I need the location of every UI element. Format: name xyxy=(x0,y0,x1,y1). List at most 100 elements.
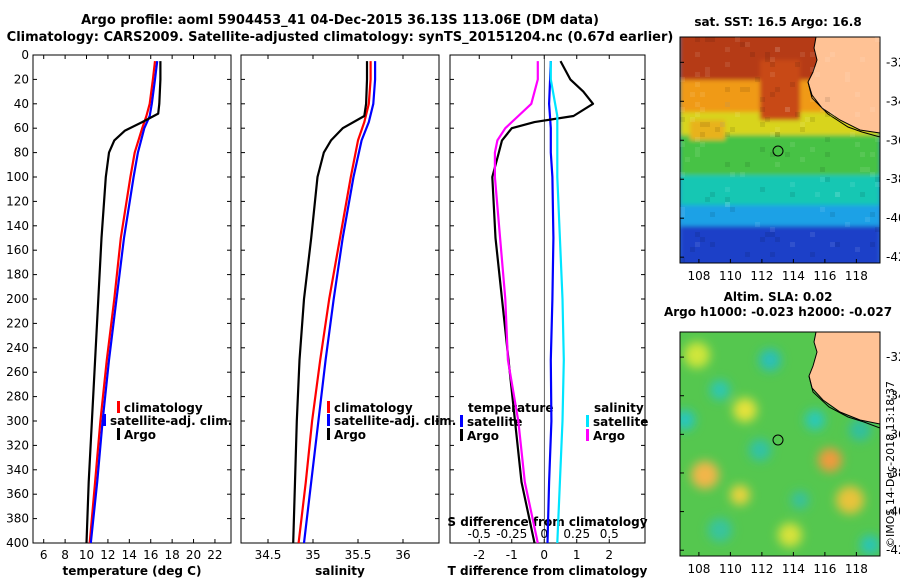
sst-map-cell xyxy=(810,97,815,102)
sla-map-title: Altim. SLA: 0.02 xyxy=(724,290,833,304)
sst-map-cell xyxy=(810,252,815,257)
sla-argo-marker xyxy=(772,434,784,446)
sst-map-cell xyxy=(800,127,805,132)
sst-map-cell xyxy=(875,182,880,187)
legend-label-t-argo: Argo xyxy=(467,429,499,443)
figure-title-line-2: Climatology: CARS2009. Satellite-adjuste… xyxy=(6,30,674,45)
sst-map-cell xyxy=(735,112,740,117)
sst-map-cell xyxy=(745,252,750,257)
x-tick-label: -2 xyxy=(473,548,485,562)
sst-map-cell xyxy=(875,227,880,232)
y-tick-label: 20 xyxy=(14,72,29,86)
sst-map-cell xyxy=(705,122,710,127)
series-line-argo xyxy=(292,61,369,544)
credit-text: ©IMOS 14-Dec-2018 13:18:37 xyxy=(884,381,897,548)
sst-map-cell xyxy=(680,172,685,177)
map-y-tick-label: -36 xyxy=(886,427,900,441)
series-line-argo xyxy=(85,61,162,544)
sst-map-cell xyxy=(810,67,815,72)
sst-map-cell xyxy=(755,77,760,82)
y-tick-label: 220 xyxy=(6,316,29,330)
sst-map-cell xyxy=(855,92,860,97)
sst-map-cell xyxy=(810,52,815,57)
legend-swatch-argo xyxy=(327,428,330,440)
sst-map-cell xyxy=(765,117,770,122)
series-line-climatology xyxy=(88,60,157,544)
map-y-tick-label: -38 xyxy=(886,466,900,480)
y-tick-label: 240 xyxy=(6,341,29,355)
sla_map-axes: 108 110 112 114 116 118 -32 -34 -36 -38 -40 -42 xyxy=(680,350,900,576)
x-tick-label: 0 xyxy=(540,548,548,562)
sst-map-cell xyxy=(810,232,815,237)
sst-map-cell xyxy=(770,92,775,97)
sst-map-cell xyxy=(695,72,700,77)
sst-map-cell xyxy=(740,42,745,47)
sst-map-cell xyxy=(770,72,775,77)
sst-map-cell xyxy=(680,207,685,212)
x-tick-label-top: -0.5 xyxy=(468,527,491,541)
y-tick-label: 200 xyxy=(6,292,29,306)
sst-map-title: sat. SST: 16.5 Argo: 16.8 xyxy=(694,15,861,29)
sst-map-cell xyxy=(695,52,700,57)
x-tick-label: 35 xyxy=(305,548,320,562)
sst-map-cell xyxy=(725,197,730,202)
legend-label-argo: Argo xyxy=(124,428,156,442)
series-line-satellite-adj-clim- xyxy=(302,61,377,544)
legend-label-s-satellite: satellite xyxy=(593,415,648,429)
sst-map-cell xyxy=(760,107,765,112)
sst_map-axes: 108 110 112 114 116 118 -32 -34 -36 -38 -40 -42 xyxy=(680,55,900,283)
map-y-tick-label: -34 xyxy=(886,94,900,108)
sst-map-cell xyxy=(705,197,710,202)
x-tick-label: 2 xyxy=(605,548,613,562)
y-tick-label: 260 xyxy=(6,365,29,379)
sst-map-cell xyxy=(730,172,735,177)
legend-label-satellite: satellite-adj. clim. xyxy=(110,414,232,428)
sst-map-cell xyxy=(725,187,730,192)
sst-map-texture xyxy=(680,37,880,262)
sst-map-land xyxy=(807,37,880,138)
sst-map-cell xyxy=(775,87,780,92)
legend-swatch-s-satellite xyxy=(586,415,589,427)
sst-map-cell xyxy=(820,107,825,112)
sst-map-cell xyxy=(740,172,745,177)
sst-map-cell xyxy=(720,122,725,127)
x-tick-label: 10 xyxy=(79,548,94,562)
sst-map-cell xyxy=(835,242,840,247)
series-line-s-argo xyxy=(493,61,539,544)
legend-label-s-argo: Argo xyxy=(593,429,625,443)
sst-map-cell xyxy=(690,117,695,122)
sst-map-cell xyxy=(760,147,765,152)
sst-map-cell xyxy=(680,212,685,217)
sst-map-cell xyxy=(790,82,795,87)
y-tick-label: 400 xyxy=(6,536,29,550)
salinity-panel: 34.5 35 35.5 36 salinity xyxy=(240,54,440,578)
legend-swatch-s-argo xyxy=(586,429,589,441)
sst-map-cell xyxy=(795,62,800,67)
x-axis-title: salinity xyxy=(315,564,365,578)
salinity-plot-frame xyxy=(240,54,440,544)
sst-map-cell xyxy=(695,232,700,237)
sst-map-cell xyxy=(775,162,780,167)
sst-map-cell xyxy=(830,242,835,247)
sst-map-cell xyxy=(810,147,815,152)
sst-map-cell xyxy=(805,117,810,122)
sst-map-cell xyxy=(700,107,705,112)
sst-map-cell xyxy=(680,142,685,147)
sst-map-cell xyxy=(690,247,695,252)
sst-map-cell xyxy=(695,152,700,157)
sst-map-cell xyxy=(695,82,700,87)
legend-label-t-satellite: satellite xyxy=(467,415,522,429)
y-tick-label: 380 xyxy=(6,512,29,526)
sst-map-cell xyxy=(690,92,695,97)
sst-map-cell xyxy=(775,47,780,52)
y-tick-label: 60 xyxy=(14,121,29,135)
x-tick-label-top: 0.25 xyxy=(563,527,590,541)
y-tick-label: 80 xyxy=(14,146,29,160)
sst-map-cell xyxy=(760,237,765,242)
sst-map-cell xyxy=(725,202,730,207)
sst-map-cell xyxy=(725,162,730,167)
sst-map-cell xyxy=(730,127,735,132)
sst-map-cell xyxy=(700,132,705,137)
sst-map-cell xyxy=(775,47,780,52)
sst-map-cell xyxy=(845,72,850,77)
